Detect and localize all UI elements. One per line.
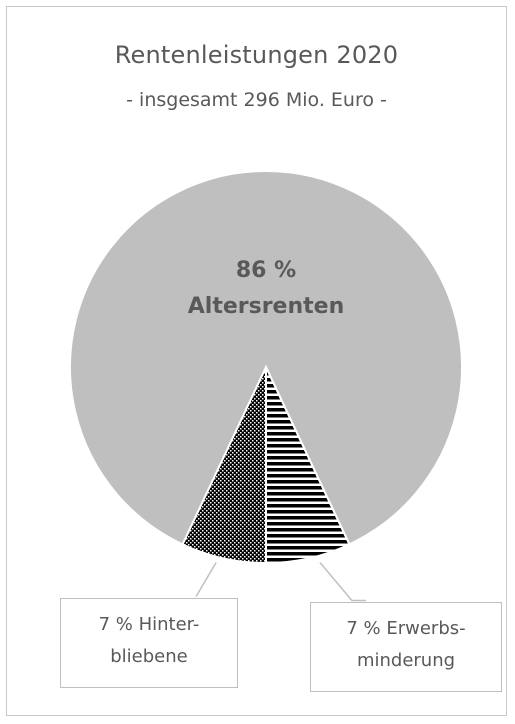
callout-hinterbliebene-line2: bliebene (110, 646, 188, 667)
slice-label-altersrenten-value: 86 % (236, 258, 296, 283)
chart-title: Rentenleistungen 2020 (114, 41, 399, 69)
leader-line-erwerbsminderung (319, 561, 366, 602)
callout-erwerbsminderung-line2: minderung (356, 650, 456, 671)
callout-hinterbliebene-line1: 7 % Hinter- (98, 614, 200, 635)
callout-erwerbsminderung: 7 % Erwerbs- minderung (310, 602, 502, 692)
callout-erwerbsminderung-line1: 7 % Erwerbs- (346, 618, 466, 639)
pie-slice-altersrenten (69, 170, 463, 546)
chart-subtitle: - insgesamt 296 Mio. Euro - (126, 89, 387, 111)
callout-hinterbliebene: 7 % Hinter- bliebene (60, 598, 238, 688)
slice-label-altersrenten-name: Altersrenten (188, 294, 344, 319)
leader-line-hinterbliebene (195, 562, 217, 597)
